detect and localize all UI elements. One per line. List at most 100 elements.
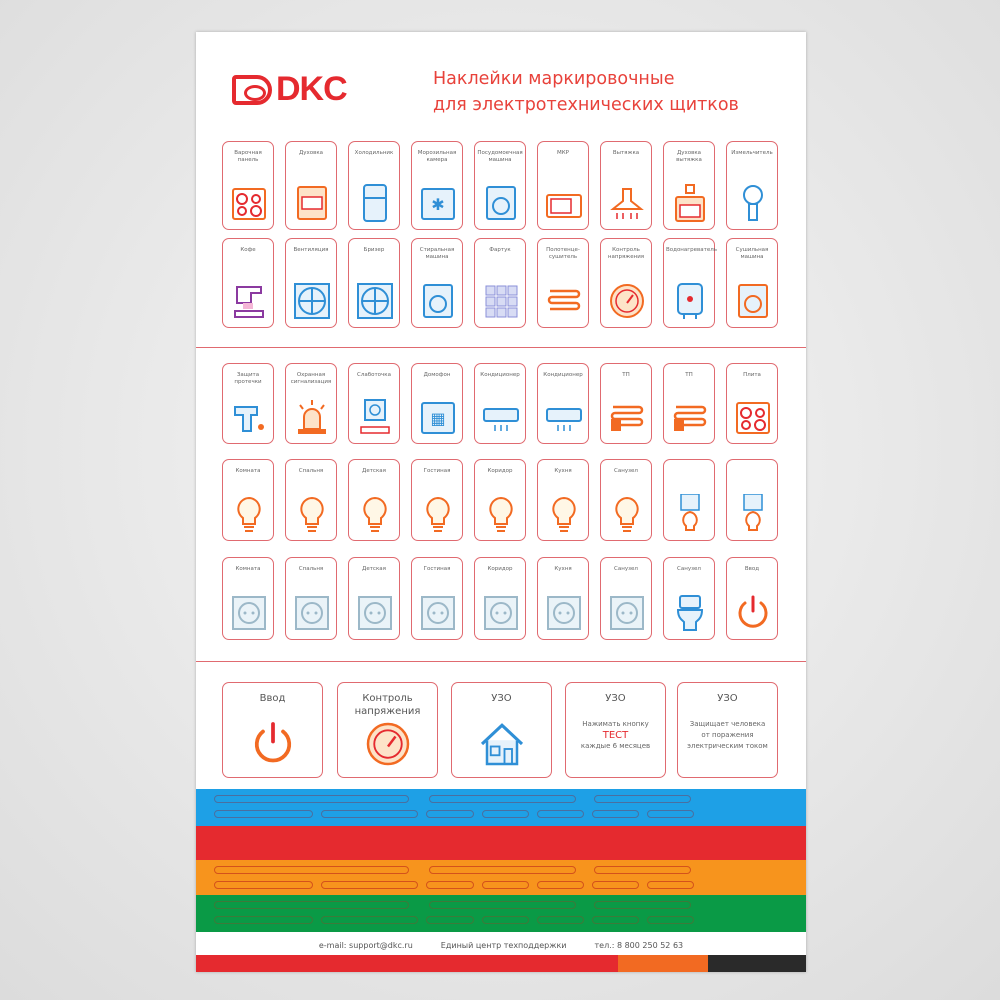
sticker-card[interactable]: Стиральная машина [411, 238, 463, 328]
sticker-card[interactable]: Санузел [663, 557, 715, 640]
sticker-card[interactable]: Духовка [285, 141, 337, 230]
sticker-card[interactable] [663, 459, 715, 541]
power-icon [738, 595, 768, 628]
big-sticker-card[interactable]: УЗО [451, 682, 552, 778]
big-sticker-card[interactable]: УЗО Защищает человека от поражения электрич… [677, 682, 778, 778]
socket-icon [295, 596, 329, 630]
towel-rail-icon [547, 289, 581, 311]
footer-support-center: Единый центр техподдержки [440, 940, 567, 950]
cut-label-strip[interactable] [321, 916, 418, 924]
sticker-card[interactable]: Кондиционер [537, 363, 589, 444]
sticker-card[interactable]: Коридор [474, 459, 526, 541]
stripe-blue [196, 789, 806, 826]
sticker-card[interactable]: Бризер [348, 238, 400, 328]
cut-label-strip[interactable] [429, 866, 576, 874]
sticker-card[interactable]: Кухня [537, 459, 589, 541]
sticker-card[interactable]: Коридор [474, 557, 526, 640]
sticker-card[interactable]: Фартук [474, 238, 526, 328]
sticker-card[interactable]: Санузел [600, 557, 652, 640]
sticker-card[interactable]: Охранная сигнализация [285, 363, 337, 444]
sticker-card[interactable]: Водонагреватель [663, 238, 717, 328]
cut-label-strip[interactable] [594, 901, 691, 909]
sticker-card[interactable]: Посудомоечная машина [474, 141, 526, 230]
cut-label-strip[interactable] [426, 810, 474, 818]
sticker-card[interactable]: Вытяжка [600, 141, 652, 230]
cut-label-strip[interactable] [594, 866, 691, 874]
sticker-card[interactable]: Измельчитель [726, 141, 778, 230]
cut-label-strip[interactable] [537, 916, 584, 924]
sticker-card[interactable]: Детская [348, 557, 400, 640]
cut-label-strip[interactable] [214, 866, 409, 874]
cut-label-strip[interactable] [647, 881, 694, 889]
title-line-2: для электротехнических щитков [433, 95, 739, 115]
dryer-icon [738, 284, 768, 318]
sticker-card[interactable]: Ввод [726, 557, 778, 640]
heated-floor-icon [673, 405, 707, 431]
cut-label-strip[interactable] [426, 916, 474, 924]
sticker-card[interactable]: Детская [348, 459, 400, 541]
cut-label-strip[interactable] [592, 881, 639, 889]
cut-label-strip[interactable] [592, 916, 639, 924]
cut-label-strip[interactable] [647, 916, 694, 924]
footer-email: e-mail: support@dkc.ru [318, 940, 413, 950]
cut-label-strip[interactable] [592, 810, 639, 818]
sticker-label: Водонагреватель [666, 247, 717, 253]
sticker-card[interactable]: Домофон ▦ [411, 363, 463, 444]
sticker-card[interactable] [726, 459, 778, 541]
cut-label-strip[interactable] [594, 795, 691, 803]
fridge-icon [363, 184, 387, 222]
sticker-card[interactable]: Слаботочка [348, 363, 400, 444]
sticker-card[interactable]: Спальня [285, 557, 337, 640]
cut-label-strip[interactable] [214, 916, 313, 924]
cut-label-strip[interactable] [214, 881, 313, 889]
cut-label-strip[interactable] [647, 810, 694, 818]
sticker-card[interactable]: Кофе [222, 238, 274, 328]
big-sticker-card[interactable]: УЗО Нажимать кнопку ТЕСТ каждые 6 месяцев [565, 682, 666, 778]
sticker-label: Контроль напряжения [607, 247, 645, 260]
big-sticker-text: Защищает человека от поражения электрическ… [678, 719, 777, 752]
cut-label-strip[interactable] [214, 810, 313, 818]
cut-label-strip[interactable] [429, 795, 576, 803]
page-title: Наклейки маркировочные для электротехниче… [433, 66, 739, 118]
sticker-label [664, 468, 714, 484]
fan-icon [294, 283, 330, 319]
sticker-card[interactable]: Защита протечки [222, 363, 274, 444]
cut-label-strip[interactable] [321, 881, 418, 889]
cut-label-strip[interactable] [482, 810, 529, 818]
cut-label-strip[interactable] [214, 901, 409, 909]
sticker-card[interactable]: Комната [222, 557, 274, 640]
sticker-card[interactable]: Гостиная [411, 557, 463, 640]
cut-label-strip[interactable] [321, 810, 418, 818]
cut-label-strip[interactable] [482, 881, 529, 889]
big-sticker-text2: от поражения [701, 731, 754, 739]
sticker-card[interactable]: Санузел [600, 459, 652, 541]
sticker-card[interactable]: Морозильная камера ✱ [411, 141, 463, 230]
sticker-card[interactable]: Сушильная машина [726, 238, 778, 328]
cut-label-strip[interactable] [429, 901, 576, 909]
cut-label-strip[interactable] [482, 916, 529, 924]
sticker-card[interactable]: ТП [600, 363, 652, 444]
footer-bar-red [196, 955, 618, 972]
sticker-card[interactable]: Спальня [285, 459, 337, 541]
big-sticker-title: Контроль напряжения [354, 693, 421, 717]
sticker-card[interactable]: ТП [663, 363, 715, 444]
sticker-card[interactable]: Комната [222, 459, 274, 541]
big-sticker-card[interactable]: Контроль напряжения [337, 682, 438, 778]
sticker-card[interactable]: Полотенце-сушитель [537, 238, 589, 328]
big-sticker-card[interactable]: Ввод [222, 682, 323, 778]
cut-label-strip[interactable] [214, 795, 409, 803]
sticker-card[interactable]: Варочная панель [222, 141, 274, 230]
sticker-card[interactable]: Холодильник [348, 141, 400, 230]
sticker-card[interactable]: Кухня [537, 557, 589, 640]
cut-label-strip[interactable] [426, 881, 474, 889]
sticker-card[interactable]: Контроль напряжения [600, 238, 652, 328]
sticker-card[interactable]: Вентиляция [285, 238, 337, 328]
sticker-card[interactable]: Кондиционер [474, 363, 526, 444]
sticker-card[interactable]: Духовка вытяжка [663, 141, 715, 230]
sticker-card[interactable]: МКР [537, 141, 589, 230]
sticker-card[interactable]: Гостиная [411, 459, 463, 541]
cut-label-strip[interactable] [537, 881, 584, 889]
cut-label-strip[interactable] [537, 810, 584, 818]
footer: e-mail: support@dkc.ru Единый центр техп… [196, 935, 806, 955]
sticker-card[interactable]: Плита [726, 363, 778, 444]
